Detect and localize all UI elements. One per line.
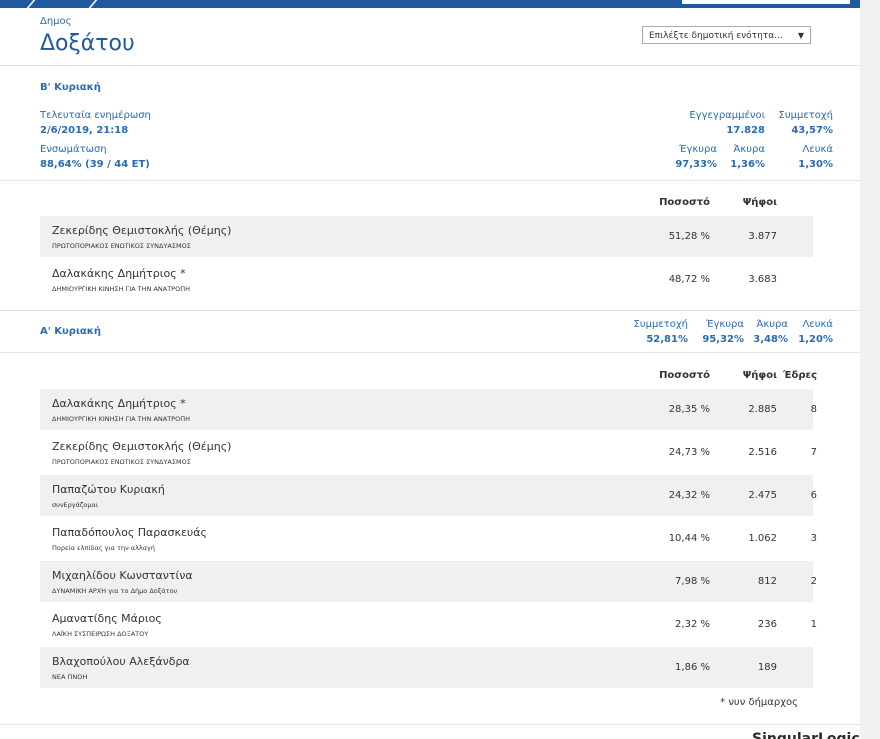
cell-percent: 48,72 % [668,274,710,285]
cell-percent: 24,32 % [668,490,710,501]
integration-value: 88,64% (39 / 44 ΕΤ) [40,159,150,170]
table-row [40,216,813,257]
column-header: Έδρες [783,370,817,381]
candidate-name: Βλαχοπούλου Αλεξάνδρα [52,655,190,668]
stat-label: Λευκά [802,319,833,330]
divider [0,180,860,181]
stat-value: 17.828 [726,125,765,136]
table-row [40,259,813,300]
table-row [40,475,813,516]
candidate-name: Δαλακάκης Δημήτριος * [52,267,186,280]
party-name: ΔΗΜΙΟΥΡΓΙΚΗ ΚΙΝΗΣΗ ΓΙΑ ΤΗΝ ΑΝΑΤΡΟΠΗ [52,415,190,423]
update-value: 2/6/2019, 21:18 [40,125,129,136]
stat-value: 3,48% [753,334,788,345]
candidate-name: Ζεκερίδης Θεμιστοκλής (Θέμης) [52,224,232,237]
candidate-name: Μιχαηλίδου Κωνσταντίνα [52,569,193,582]
cell-seats: 2 [810,576,817,587]
cell-votes: 2.475 [748,490,777,501]
party-name: ΝΕΑ ΠΝΟΗ [52,673,88,681]
cell-percent: 10,44 % [668,533,710,544]
stat-value: 52,81% [646,334,688,345]
cell-votes: 2.516 [748,447,777,458]
footnote: * νυν δήμαρχος [720,697,798,708]
cell-seats: 1 [810,619,817,630]
round-title: Α' Κυριακή [40,326,101,337]
scrollbar [860,0,880,739]
cell-votes: 812 [757,576,777,587]
round-title: Β' Κυριακή [40,82,101,93]
column-header: Ψήφοι [742,197,777,208]
cell-votes: 189 [757,662,777,673]
stat-label: Συμμετοχή [633,319,689,330]
table-row [40,432,813,473]
update-label: Τελευταία ενημέρωση [40,110,151,121]
party-name: ΠΡΩΤΟΠΟΡΙΑΚΟΣ ΕΝΩΤΙΚΟΣ ΣΥΝΔΥΑΣΜΟΣ [52,458,191,466]
party-name: ΔΗΜΙΟΥΡΓΙΚΗ ΚΙΝΗΣΗ ΓΙΑ ΤΗΝ ΑΝΑΤΡΟΠΗ [52,285,190,293]
table-row [40,389,813,430]
divider [0,352,860,353]
candidate-name: Αμανατίδης Μάριος [52,612,162,625]
cell-percent: 24,73 % [668,447,710,458]
cell-percent: 28,35 % [668,404,710,415]
column-header: Ψήφοι [742,370,777,381]
column-header: Ποσοστό [659,197,710,208]
cell-seats: 8 [810,404,817,415]
stat-value: 95,32% [702,334,744,345]
table-row [40,561,813,602]
party-name: ΛΑΪΚΗ ΣΥΣΠΕΙΡΩΣΗ ΔΟΞΑΤΟΥ [52,630,149,638]
table-row [40,518,813,559]
select-text: Επιλέξτε δημοτική ενότητα... [649,31,783,41]
logo: SingularLogic [752,731,860,739]
top-bar [0,0,860,8]
cell-percent: 51,28 % [668,231,710,242]
candidate-name: Δαλακάκης Δημήτριος * [52,397,186,410]
divider [0,724,860,725]
party-name: ΠΡΩΤΟΠΟΡΙΑΚΟΣ ΕΝΩΤΙΚΟΣ ΣΥΝΔΥΑΣΜΟΣ [52,242,191,250]
table-row [40,604,813,645]
search-box[interactable] [682,0,850,4]
stat-label: Άκυρα [756,319,788,330]
divider [0,65,860,66]
candidate-name: Ζεκερίδης Θεμιστοκλής (Θέμης) [52,440,232,453]
column-header: Ποσοστό [659,370,710,381]
cell-votes: 3.877 [748,231,777,242]
party-name: συνΕργάζομαι [52,501,99,509]
table-row [40,647,813,688]
cell-seats: 3 [810,533,817,544]
stat-value: 43,57% [791,125,833,136]
candidate-name: Παπαδόπουλος Παρασκευάς [52,526,207,539]
dropdown-arrow: ▼ [797,31,804,40]
cell-percent: 2,32 % [675,619,710,630]
party-name: ΔΥΝΑΜΙΚΗ ΑΡΧΗ για το Δήμο Δοξάτου [52,587,178,595]
stat-label: Άκυρα [733,144,765,155]
cell-votes: 3.683 [748,274,777,285]
cell-votes: 236 [757,619,777,630]
integration-label: Ενσωμάτωση [40,144,107,155]
unit-select[interactable]: Επιλέξτε δημοτική ενότητα... ▼ [642,26,811,44]
cell-percent: 7,98 % [675,576,710,587]
stat-value: 1,30% [798,159,833,170]
stat-label: Λευκά [802,144,833,155]
party-name: Πορεία ελπίδας για την αλλαγή [52,544,156,552]
cell-votes: 1.062 [748,533,777,544]
cell-percent: 1,86 % [675,662,710,673]
stat-label: Έγκυρα [679,144,717,155]
candidate-name: Παπαζώτου Κυριακή [52,483,165,496]
stat-label: Εγγεγραμμένοι [689,110,765,121]
municipality-label: Δημος [40,16,72,27]
divider [0,310,860,311]
stat-value: 1,20% [798,334,833,345]
cell-seats: 6 [810,490,817,501]
stat-label: Συμμετοχή [778,110,834,121]
stat-value: 97,33% [675,159,717,170]
stat-label: Έγκυρα [706,319,744,330]
municipality-name: Δοξάτου [40,31,135,56]
cell-seats: 7 [810,447,817,458]
stat-value: 1,36% [730,159,765,170]
cell-votes: 2.885 [748,404,777,415]
